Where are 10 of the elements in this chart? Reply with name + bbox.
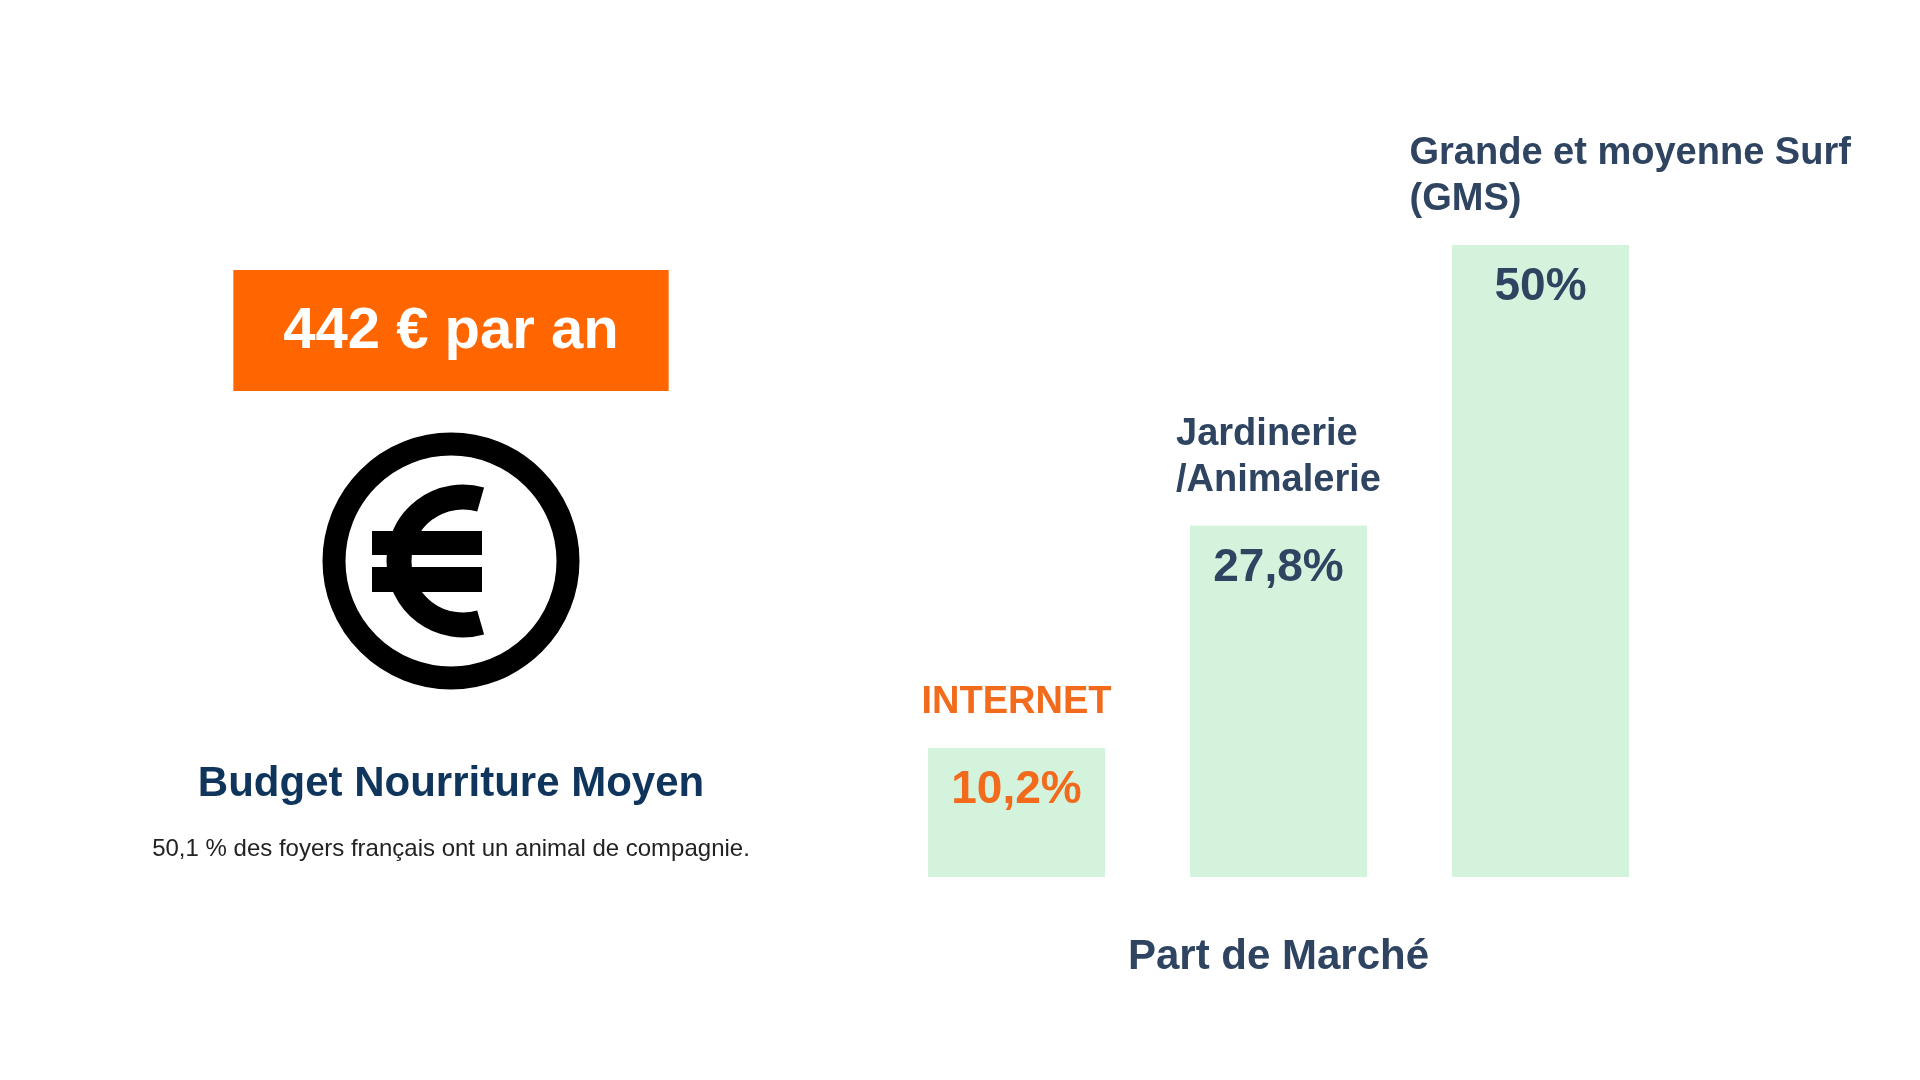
data-label: 50% [1494, 258, 1587, 310]
x-tick-label: INTERNET [921, 679, 1112, 722]
x-tick-label: Jardinerie /Animalerie [1176, 410, 1381, 499]
data-label: 10,2% [951, 761, 1082, 814]
text: 442 € par an [283, 295, 619, 360]
text: Budget Nourriture Moyen [197, 758, 705, 805]
text: 50,1 % des foyers français ont un animal de compagnie. [152, 834, 750, 861]
x-axis-title: Part de Marché [1127, 931, 1430, 978]
x-tick-label: Grande et moyenne Surf (GMS) [1409, 130, 1852, 218]
data-label: 27,8% [1213, 538, 1344, 591]
